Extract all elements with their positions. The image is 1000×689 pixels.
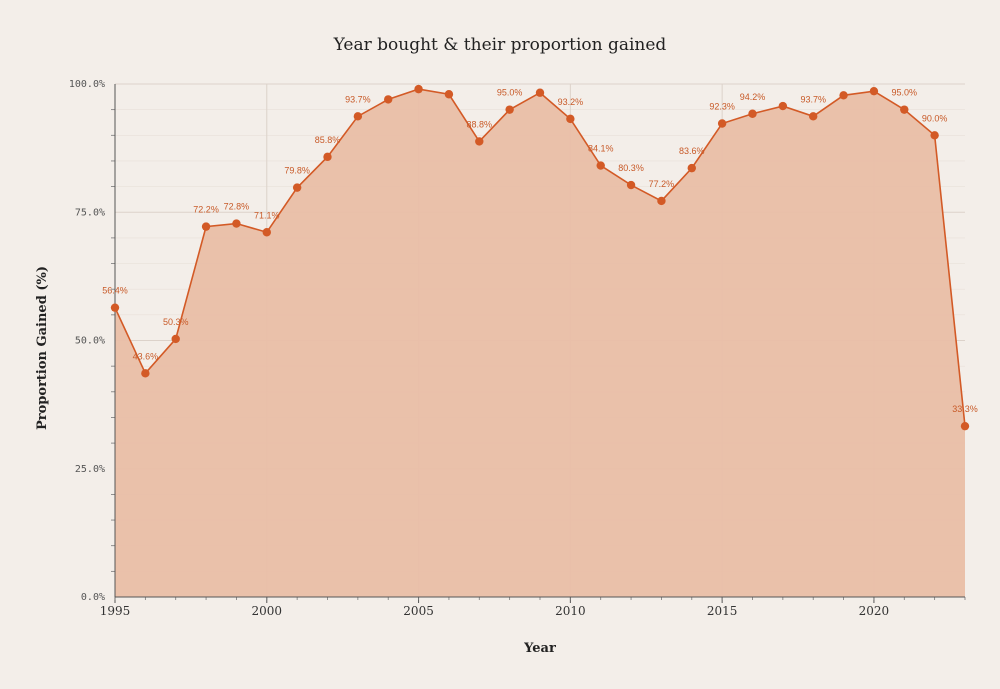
area-layer — [115, 89, 965, 597]
data-label: 72.2% — [193, 205, 219, 215]
data-label: 92.3% — [709, 102, 735, 112]
data-point — [535, 88, 545, 97]
y-tick-label: 75.0% — [75, 207, 105, 218]
data-point — [778, 101, 788, 111]
data-label: 85.8% — [315, 135, 341, 145]
data-point — [141, 369, 150, 378]
data-label: 56.4% — [102, 286, 128, 296]
data-point — [505, 105, 514, 114]
data-point — [171, 334, 180, 344]
data-point — [900, 105, 909, 114]
data-point — [626, 180, 636, 190]
x-tick-label: 2000 — [252, 604, 283, 618]
data-label: 88.8% — [467, 119, 493, 129]
data-point — [414, 84, 423, 94]
data-point — [930, 131, 939, 140]
x-tick-label: 2020 — [859, 604, 890, 618]
data-point — [809, 112, 818, 121]
data-point — [475, 137, 484, 146]
data-label: 50.3% — [163, 317, 189, 327]
y-axis-label: Proportion Gained (%) — [35, 266, 50, 430]
data-point — [201, 222, 211, 231]
data-label: 84.1% — [588, 144, 614, 154]
area-fill — [115, 89, 965, 597]
data-point — [566, 114, 575, 124]
data-point — [384, 95, 393, 104]
data-point — [444, 90, 454, 99]
x-axis-label: Year — [523, 641, 556, 656]
data-point — [353, 112, 363, 121]
y-tick-label: 0.0% — [81, 592, 105, 603]
axes: 0.0% 25.0% 50.0% 75.0% 100.0% 1995 2000 2005 201… — [69, 79, 966, 618]
data-label: 83.6% — [679, 146, 705, 156]
data-label: 72.8% — [224, 202, 250, 212]
data-label: 80.3% — [618, 163, 644, 173]
x-tick-label: 1995 — [100, 604, 131, 618]
x-tick-label: 2015 — [707, 604, 738, 618]
data-point — [292, 183, 302, 192]
data-point — [839, 91, 848, 100]
data-point — [596, 161, 605, 170]
data-label: 95.0% — [892, 88, 918, 98]
data-label: 90.0% — [922, 113, 948, 123]
data-point — [657, 196, 666, 206]
data-point — [748, 109, 757, 118]
y-tick-label: 50.0% — [75, 336, 105, 347]
data-point — [232, 219, 241, 228]
data-point — [323, 152, 332, 162]
data-label: 33.3% — [952, 404, 978, 414]
data-label: 93.7% — [800, 94, 826, 104]
data-label: 94.2% — [740, 92, 766, 102]
data-point — [262, 228, 271, 237]
data-label: 43.6% — [133, 351, 159, 361]
data-label: 79.8% — [284, 166, 310, 176]
data-point — [960, 421, 970, 431]
data-point — [110, 303, 120, 312]
data-point — [717, 119, 727, 128]
x-tick-label: 2005 — [403, 604, 434, 618]
y-tick-label: 100.0% — [69, 79, 105, 90]
data-label: 93.7% — [345, 94, 371, 104]
data-label: 77.2% — [649, 179, 675, 189]
x-tick-label: 2010 — [555, 604, 586, 618]
chart-title: Year bought & their proportion gained — [333, 35, 667, 55]
data-point — [869, 86, 879, 96]
y-tick-label: 25.0% — [75, 464, 105, 475]
data-label: 93.2% — [558, 97, 584, 107]
data-point — [687, 163, 696, 173]
data-label: 95.0% — [497, 88, 523, 98]
data-marks: 56.4% 43.6% 50.3% 72.2% 72.8% 71.1% 79.8% 85.8%… — [102, 84, 978, 431]
data-label: 71.1% — [254, 210, 280, 220]
